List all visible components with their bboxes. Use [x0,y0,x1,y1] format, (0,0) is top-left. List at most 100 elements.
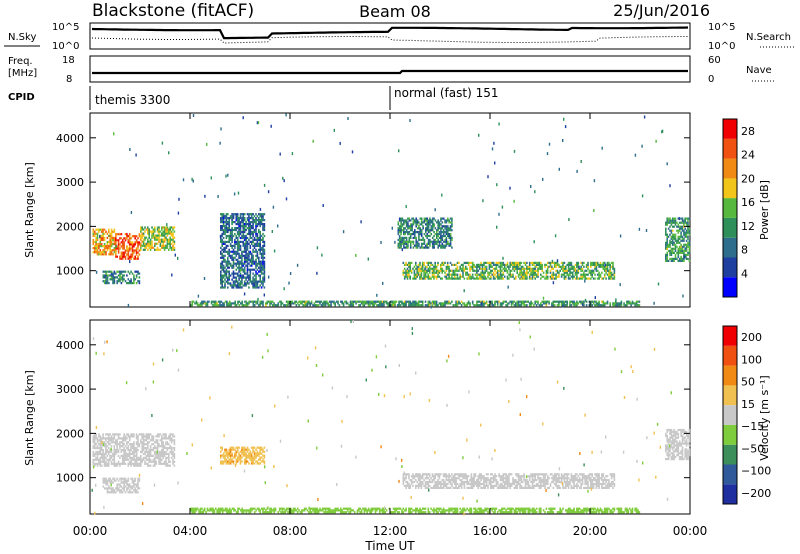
heatmap-cell [234,232,236,236]
heatmap-cell [585,304,588,307]
heatmap-cell [221,509,224,512]
heatmap-cell [426,304,428,307]
heatmap-cell [102,452,104,456]
colorbar-tick-label: 20 [741,172,755,185]
heatmap-cell [415,275,417,278]
heatmap-cell [159,244,162,247]
heatmap-cell [313,511,316,514]
heatmap-cell [571,267,574,270]
heatmap-cell [574,277,577,280]
heatmap-cell [144,456,146,459]
heatmap-cell [469,261,471,264]
heatmap-cell [478,300,481,303]
heatmap-cell [355,253,357,257]
heatmap-cell [434,242,437,245]
heatmap-cell [530,304,532,307]
heatmap-cell [148,452,150,456]
heatmap-cell [400,229,402,232]
heatmap-cell [192,300,195,303]
heatmap-cell [517,275,520,278]
heatmap-cell [412,217,415,220]
heatmap-cell [308,511,310,514]
heatmap-cell [562,261,564,264]
heatmap-cell [154,234,156,237]
heatmap-cell [430,225,433,228]
heatmap-cell [671,237,674,240]
heatmap-cell [437,223,439,226]
heatmap-cell [423,271,425,274]
heatmap-cell [105,462,107,465]
heatmap-cell [255,452,257,455]
heatmap-cell [606,261,609,264]
heatmap-cell [515,277,517,280]
heatmap-cell [540,302,542,305]
heatmap-cell [116,447,118,450]
heatmap-cell [156,447,159,450]
heatmap-cell [236,282,239,285]
heatmap-cell [168,435,170,438]
heatmap-cell [273,511,275,514]
heatmap-cell [131,487,134,490]
heatmap-cell [133,456,135,459]
heatmap-cell [103,247,106,250]
heatmap-cell [222,225,225,228]
heatmap-cell [404,233,406,236]
heatmap-cell [130,435,132,438]
heatmap-cell [499,273,502,276]
heatmap-cell [248,509,250,512]
heatmap-cell [574,302,577,305]
heatmap-cell [452,304,455,307]
heatmap-cell [281,509,284,512]
heatmap-cell [151,242,153,245]
heatmap-cell [371,304,374,307]
heatmap-cell [227,270,229,273]
heatmap-cell [141,460,143,463]
heatmap-cell [259,268,261,271]
heatmap-cell [250,462,253,465]
heatmap-cell [173,226,176,229]
heatmap-cell [427,269,430,272]
heatmap-cell [456,275,459,278]
heatmap-cell [595,263,598,266]
heatmap-cell [103,460,106,463]
heatmap-cell [429,238,431,241]
heatmap-cell [362,302,364,305]
heatmap-cell [558,275,560,278]
heatmap-cell [93,433,96,436]
heatmap-cell [527,300,530,303]
colorbar-tick-label: 24 [741,149,755,162]
heatmap-cell [127,479,130,482]
heatmap-cell [433,277,435,280]
heatmap-cell [425,246,427,249]
heatmap-cell [680,227,682,230]
heatmap-cell [134,462,136,465]
heatmap-cell [110,491,113,494]
heatmap-cell [445,225,448,228]
heatmap-cell [103,477,106,480]
heatmap-cell [608,263,610,266]
heatmap-cell [119,445,121,448]
heatmap-cell [110,481,113,484]
heatmap-cell [385,300,388,303]
heatmap-cell [259,509,261,512]
heatmap-cell [243,223,246,226]
heatmap-cell [228,260,230,263]
heatmap-cell [299,302,302,305]
heatmap-cell [212,509,214,512]
heatmap-cell [170,232,173,235]
heatmap-cell [400,225,402,228]
heatmap-cell [149,230,152,233]
heatmap-cell [239,284,242,287]
heatmap-cell [238,282,240,285]
heatmap-cell [670,229,673,232]
heatmap-cell [602,300,605,303]
heatmap-cell [238,217,240,220]
heatmap-cell [239,262,242,265]
heatmap-cell [131,253,134,256]
heatmap-cell [253,304,256,307]
heatmap-cell [422,227,424,230]
heatmap-cell [250,452,253,455]
heatmap-cell [144,226,146,229]
heatmap-cell [265,511,267,514]
heatmap-cell [124,485,127,488]
